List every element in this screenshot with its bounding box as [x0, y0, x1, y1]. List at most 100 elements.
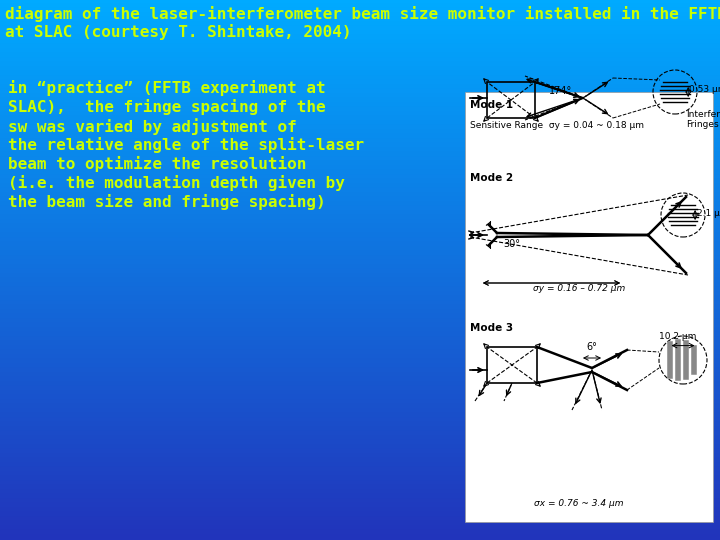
Text: Interference
Fringes: Interference Fringes: [686, 110, 720, 129]
Bar: [0, 282, 720, 288]
Bar: [0, 440, 720, 445]
Bar: [0, 103, 720, 108]
Bar: [0, 350, 720, 355]
Bar: [487, 82, 535, 118]
Text: Mode 2: Mode 2: [470, 173, 513, 183]
Bar: [0, 449, 720, 455]
Bar: [0, 3, 720, 9]
Bar: [0, 489, 720, 495]
Bar: [0, 35, 720, 40]
Bar: [0, 323, 720, 328]
Bar: [487, 347, 537, 383]
Bar: [0, 161, 720, 166]
Bar: [0, 134, 720, 139]
Bar: [0, 0, 720, 4]
Bar: [0, 57, 720, 63]
Bar: [0, 130, 720, 135]
Bar: [0, 300, 720, 306]
Bar: [0, 233, 720, 239]
Bar: [0, 305, 720, 310]
Bar: [0, 386, 720, 391]
Bar: [0, 273, 720, 279]
Bar: [0, 341, 720, 347]
Text: 6°: 6°: [587, 342, 598, 352]
Bar: [0, 184, 720, 189]
Text: in “practice” (FFTB experiment at: in “practice” (FFTB experiment at: [8, 80, 325, 96]
Bar: [0, 319, 720, 324]
Bar: [0, 471, 720, 477]
Bar: [0, 206, 720, 212]
Bar: [0, 238, 720, 243]
Text: 2.1 μm: 2.1 μm: [697, 208, 720, 218]
Bar: [0, 413, 720, 418]
Bar: [0, 125, 720, 131]
Bar: [0, 26, 720, 31]
Bar: [0, 246, 720, 252]
Bar: [0, 179, 720, 185]
Bar: [0, 12, 720, 18]
Bar: [0, 111, 720, 117]
Bar: [0, 143, 720, 148]
Text: SLAC),  the fringe spacing of the: SLAC), the fringe spacing of the: [8, 99, 325, 115]
Bar: [0, 44, 720, 50]
Bar: [0, 535, 720, 540]
Bar: [0, 481, 720, 486]
Bar: [0, 260, 720, 266]
Bar: [0, 49, 720, 54]
Bar: [0, 309, 720, 315]
Bar: [0, 296, 720, 301]
Bar: [0, 373, 720, 378]
Bar: [0, 422, 720, 428]
Bar: [0, 454, 720, 459]
Bar: [0, 138, 720, 144]
Bar: [0, 116, 720, 122]
Bar: [0, 292, 720, 297]
Bar: [0, 458, 720, 463]
Bar: [0, 530, 720, 536]
Bar: [0, 71, 720, 77]
Bar: [0, 22, 720, 27]
Bar: [0, 512, 720, 517]
Bar: [0, 427, 720, 432]
Bar: [0, 174, 720, 180]
Bar: [0, 265, 720, 270]
Bar: [0, 390, 720, 396]
Bar: [0, 431, 720, 436]
Bar: [0, 404, 720, 409]
Bar: [0, 336, 720, 342]
Bar: [0, 255, 720, 261]
Bar: [0, 201, 720, 207]
Bar: [0, 165, 720, 171]
Text: 30°: 30°: [503, 239, 520, 249]
Text: beam to optimize the resolution: beam to optimize the resolution: [8, 156, 307, 172]
Text: the beam size and fringe spacing): the beam size and fringe spacing): [8, 194, 325, 210]
Bar: [0, 521, 720, 526]
Bar: [0, 66, 720, 72]
Bar: [0, 498, 720, 504]
Bar: [0, 107, 720, 112]
Bar: [0, 53, 720, 58]
Bar: [0, 84, 720, 90]
Text: at SLAC (courtesy T. Shintake, 2004): at SLAC (courtesy T. Shintake, 2004): [5, 24, 351, 40]
Bar: [0, 30, 720, 36]
Bar: [0, 462, 720, 468]
Text: Sensitive Range  σy = 0.04 ~ 0.18 μm: Sensitive Range σy = 0.04 ~ 0.18 μm: [470, 121, 644, 130]
Bar: [0, 157, 720, 162]
Bar: [0, 485, 720, 490]
Text: 0.53 μm: 0.53 μm: [689, 85, 720, 94]
Text: σy = 0.16 – 0.72 μm: σy = 0.16 – 0.72 μm: [533, 284, 625, 293]
Bar: [0, 417, 720, 423]
Bar: [0, 152, 720, 158]
Text: σx = 0.76 ~ 3.4 μm: σx = 0.76 ~ 3.4 μm: [534, 499, 624, 508]
Bar: [0, 354, 720, 360]
Bar: [0, 332, 720, 338]
Bar: [0, 516, 720, 522]
Bar: [0, 503, 720, 509]
Bar: [0, 39, 720, 45]
Bar: [0, 251, 720, 256]
Bar: [0, 346, 720, 351]
Bar: [0, 363, 720, 369]
Bar: [0, 269, 720, 274]
Bar: [0, 377, 720, 382]
Bar: [0, 408, 720, 414]
